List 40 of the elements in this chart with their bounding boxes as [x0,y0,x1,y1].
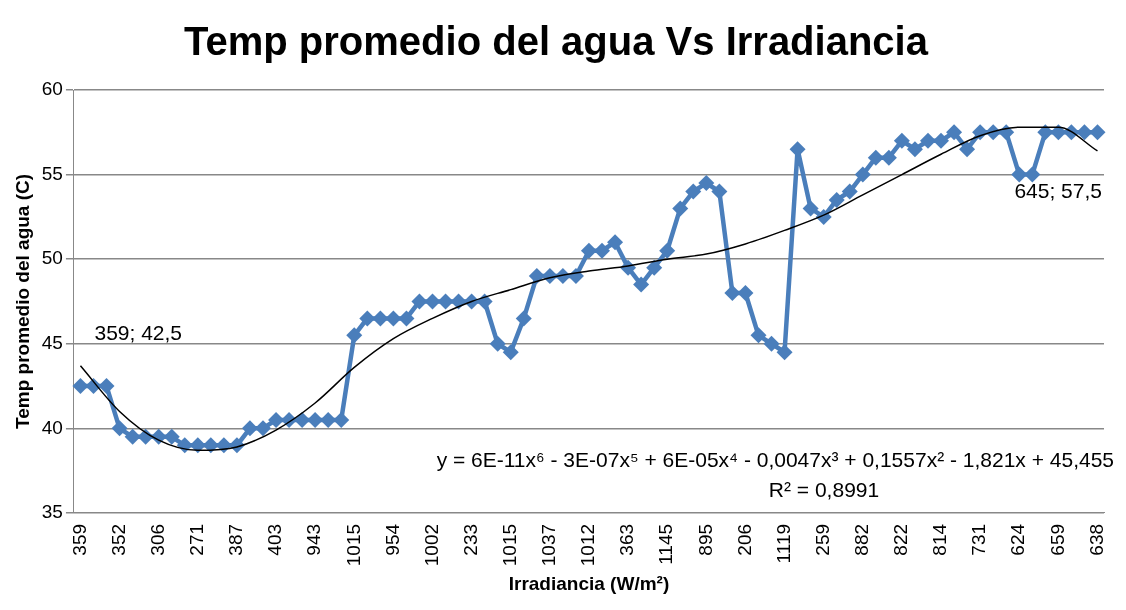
x-tick-label: 731 [968,523,990,556]
x-tick-label: 882 [851,523,873,556]
annotation: 359; 42,5 [94,320,183,344]
x-tick-label: 1002 [420,523,442,567]
x-tick-label: 624 [1007,523,1029,556]
x-axis-title: Irradiancia (W/m²) [508,572,670,594]
y-axis-title: Temp promedio del agua (C) [11,173,33,430]
x-tick-label: 363 [616,523,638,556]
x-tick-label: 403 [264,523,286,556]
x-tick-label: 387 [225,523,247,556]
y-tick-label: 45 [41,331,63,353]
x-tick-label: 1015 [498,523,520,567]
annotation: R² = 0,8991 [768,477,880,501]
x-tick-label: 814 [929,523,951,556]
x-tick-label: 306 [146,523,168,556]
x-tick-label: 822 [890,523,912,556]
x-tick-label: 895 [694,523,716,556]
annotation: y = 6E-11x⁶ - 3E-07x⁵ + 6E-05x⁴ - 0,0047x³ + 0,1557x² - 1,821x + 45,455 [436,447,1114,471]
y-tick-label: 35 [41,501,63,523]
x-tick-label: 638 [1085,523,1107,556]
x-tick-label: 259 [811,523,833,556]
y-tick-label: 50 [41,247,63,269]
x-tick-label: 659 [1046,523,1068,556]
x-tick-label: 1145 [655,523,677,565]
x-tick-label: 1015 [342,523,364,567]
x-tick-label: 954 [381,523,403,556]
x-tick-label: 271 [186,523,208,556]
x-tick-label: 352 [107,523,129,556]
x-tick-label: 1037 [538,523,560,567]
annotation: 645; 57,5 [1014,179,1102,203]
x-tick-label: 1012 [577,523,599,567]
x-tick-label: 1119 [772,523,794,564]
y-tick-label: 60 [41,78,63,100]
x-tick-label: 206 [733,523,755,556]
x-tick-label: 233 [459,523,481,556]
y-tick-label: 40 [41,416,63,438]
x-tick-label: 943 [303,523,325,556]
chart-title: Temp promedio del agua Vs Irradiancia [184,19,929,64]
x-tick-label: 359 [68,523,90,556]
y-tick-label: 55 [41,162,63,184]
